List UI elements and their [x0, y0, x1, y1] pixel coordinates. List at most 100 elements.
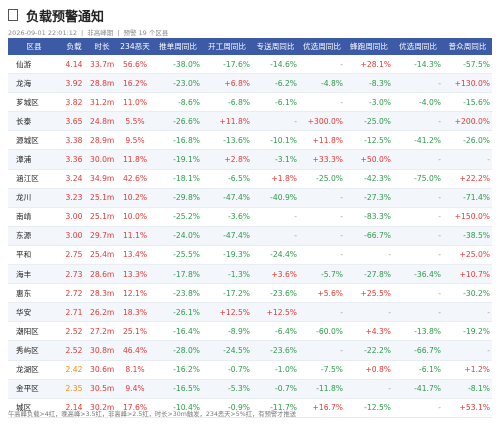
cell: +22.2% — [443, 169, 492, 189]
cell: 8.1% — [116, 360, 154, 380]
cell: 12.1% — [116, 283, 154, 304]
cell: 30.0m — [88, 149, 116, 170]
cell: -38.5% — [443, 226, 492, 246]
cell: -28.0% — [154, 340, 202, 361]
column-header: 推单周同比 — [154, 38, 202, 55]
cell: -17.2% — [202, 283, 252, 304]
cell: 2.14 — [60, 398, 88, 418]
alert-count: 预警 19 个区县 — [123, 29, 169, 37]
cell: -23.0% — [154, 73, 202, 94]
cell: 30.5m — [88, 379, 116, 399]
cell: -8.3% — [345, 73, 393, 94]
cell: +33.3% — [299, 149, 345, 170]
cell: -15.6% — [443, 92, 492, 113]
cell: -24.0% — [154, 226, 202, 246]
cell: 9.4% — [116, 379, 154, 399]
cell: -25.5% — [154, 245, 202, 266]
cell: -6.8% — [202, 92, 252, 113]
cell: 13.4% — [116, 245, 154, 266]
district: 仙游 — [8, 55, 60, 75]
title: 负载预警通知 — [26, 9, 105, 25]
district: 龙川 — [8, 188, 60, 208]
cell: -26.6% — [154, 111, 202, 132]
cell: 2.73 — [60, 264, 88, 285]
cell: 2.75 — [60, 245, 88, 266]
cell: - — [299, 226, 345, 246]
cell: 3.38 — [60, 130, 88, 151]
column-header: 区县 — [8, 38, 60, 55]
table-row: 东源 3.00 29.7m 11.1% -24.0% -47.4% - - -66.7% - -38… — [8, 226, 492, 246]
cell: -25.2% — [154, 207, 202, 227]
district: 秀屿区 — [8, 340, 60, 361]
cell: +25.5% — [345, 283, 393, 304]
cell: -16.8% — [154, 130, 202, 151]
cell: -57.5% — [443, 55, 492, 75]
cell: -3.0% — [345, 92, 393, 113]
cell: +53.1% — [443, 398, 492, 418]
column-header: 开工周同比 — [202, 38, 252, 55]
district: 漳浦 — [8, 149, 60, 170]
cell: 4.14 — [60, 55, 88, 75]
cell: -12.5% — [345, 130, 393, 151]
cell: - — [252, 226, 299, 246]
cell: 28.6m — [88, 264, 116, 285]
period: 非高峰期 — [87, 29, 114, 37]
cell: +1.8% — [252, 169, 299, 189]
cell: 31.2m — [88, 92, 116, 113]
cell: +130.0% — [443, 73, 492, 94]
table-row: 华安 2.71 26.2m 18.3% -26.1% +12.5% +12.5% - - - - — [8, 302, 492, 323]
table-row: 龙海 3.92 28.8m 16.2% -23.0% +6.8% -6.2% -4.8% -8.… — [8, 73, 492, 94]
cell: +25.0% — [443, 245, 492, 266]
district: 平和 — [8, 245, 60, 266]
cell: -19.2% — [443, 321, 492, 342]
cell: +11.8% — [299, 130, 345, 151]
column-header: 优选周同比 — [299, 38, 345, 55]
timestamp: 2026-09-01 22:01:12 — [8, 29, 78, 37]
district: 惠东 — [8, 283, 60, 304]
district: 华安 — [8, 302, 60, 323]
cell: 30.2m — [88, 398, 116, 418]
cell: -23.8% — [154, 283, 202, 304]
cell: - — [299, 207, 345, 227]
table-row: 源城区 3.38 28.9m 9.5% -16.8% -13.6% -10.1% +11.8%… — [8, 130, 492, 151]
table-row: 芗城区 3.82 31.2m 11.0% -8.6% -6.8% -6.1% - -3.0% -4… — [8, 92, 492, 113]
cell: +6.8% — [202, 73, 252, 94]
cell: -26.0% — [443, 130, 492, 151]
cell: - — [393, 188, 443, 208]
table-row: 潮阳区 2.52 27.2m 25.1% -16.4% -8.9% -6.4% -60.0% +… — [8, 321, 492, 342]
cell: - — [252, 207, 299, 227]
cell: +12.5% — [202, 302, 252, 323]
cell: 3.82 — [60, 92, 88, 113]
cell: -14.3% — [393, 55, 443, 75]
cell: 28.3m — [88, 283, 116, 304]
cell: -27.3% — [345, 188, 393, 208]
cell: -6.1% — [252, 92, 299, 113]
cell: -75.0% — [393, 169, 443, 189]
cell: 56.6% — [116, 55, 154, 75]
cell: -17.6% — [202, 55, 252, 75]
cell: 10.0% — [116, 207, 154, 227]
cell: -26.1% — [154, 302, 202, 323]
cell: - — [393, 398, 443, 418]
cell: -6.5% — [202, 169, 252, 189]
cell: - — [252, 111, 299, 132]
cell: -38.0% — [154, 55, 202, 75]
district: 源城区 — [8, 130, 60, 151]
cell: 17.6% — [116, 398, 154, 418]
header: 负载预警通知 2026-09-01 22:01:12 | 非高峰期 | 预警 19 个区… — [8, 6, 168, 37]
cell: -8.1% — [443, 379, 492, 399]
cell: 25.1m — [88, 188, 116, 208]
cell: -24.5% — [202, 340, 252, 361]
cell: 26.2m — [88, 302, 116, 323]
district: 东源 — [8, 226, 60, 246]
cell: 9.5% — [116, 130, 154, 151]
subtitle: 2026-09-01 22:01:12 | 非高峰期 | 预警 19 个区县 — [8, 27, 168, 37]
cell: - — [299, 302, 345, 323]
cell: - — [299, 340, 345, 361]
cell: - — [393, 283, 443, 304]
table-row: 龙川 3.23 25.1m 10.2% -29.8% -47.4% -40.9% - -27.3… — [8, 188, 492, 208]
district: 龙海 — [8, 73, 60, 94]
cell: 29.7m — [88, 226, 116, 246]
cell: -42.3% — [345, 169, 393, 189]
